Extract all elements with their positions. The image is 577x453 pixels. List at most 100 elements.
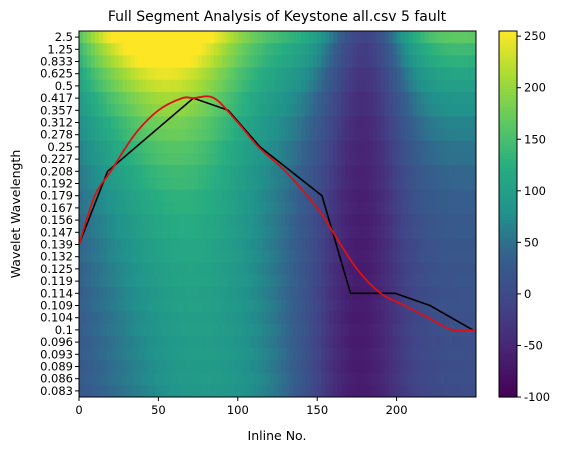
heatmap-cell (237, 92, 243, 105)
heatmap-cell (444, 67, 449, 81)
heatmap-cell (424, 323, 429, 337)
heatmap-cell (436, 92, 441, 105)
heatmap-cell (126, 79, 132, 93)
heatmap-cell (162, 299, 167, 313)
heatmap-cell (90, 189, 96, 203)
heatmap-cell (102, 128, 108, 142)
heatmap-cell (110, 214, 116, 227)
heatmap-cell (360, 226, 366, 239)
heatmap-cell (118, 238, 124, 252)
heatmap-cell (341, 177, 346, 191)
heatmap-cell (225, 323, 231, 337)
heatmap-cell (257, 153, 263, 166)
heatmap-cell (456, 177, 461, 191)
heatmap-cell (416, 275, 422, 288)
heatmap-cell (114, 128, 120, 142)
heatmap-cell (261, 92, 267, 105)
heatmap-cell (297, 287, 302, 300)
heatmap-cell (130, 299, 136, 313)
heatmap-cell (142, 226, 148, 239)
heatmap-cell (273, 238, 279, 252)
heatmap-cell (186, 287, 191, 300)
heatmap-cell (194, 153, 199, 166)
heatmap-cell (420, 104, 425, 117)
heatmap-cell (285, 372, 291, 386)
heatmap-cell (317, 104, 322, 117)
heatmap-cell (202, 116, 207, 130)
heatmap-cell (162, 43, 167, 56)
heatmap-cell (301, 287, 306, 300)
heatmap-cell (404, 262, 410, 276)
heatmap-cell (102, 153, 108, 166)
heatmap-cell (420, 189, 425, 203)
heatmap-cell (364, 104, 370, 117)
heatmap-cell (281, 201, 287, 215)
heatmap-cell (301, 165, 306, 178)
heatmap-cell (321, 67, 326, 81)
heatmap-cell (333, 311, 338, 325)
heatmap-cell (348, 226, 354, 239)
heatmap-cell (293, 92, 298, 105)
heatmap-cell (186, 55, 191, 69)
heatmap-cell (122, 262, 128, 276)
heatmap-cell (249, 299, 255, 313)
heatmap-cell (344, 201, 350, 215)
heatmap-cell (321, 31, 326, 44)
colorbar-segment (499, 88, 517, 93)
heatmap-cell (392, 201, 398, 215)
heatmap-cell (305, 384, 310, 397)
heatmap-cell (293, 116, 298, 130)
heatmap-cell (356, 140, 362, 154)
heatmap-cell (285, 360, 291, 374)
heatmap-cell (301, 262, 306, 276)
heatmap-cell (233, 116, 239, 130)
heatmap-cell (198, 153, 203, 166)
heatmap-cell (360, 336, 366, 349)
heatmap-cell (305, 299, 310, 313)
colorbar-segment (499, 217, 517, 221)
heatmap-cell (428, 201, 433, 215)
heatmap-cell (396, 201, 402, 215)
colorbar-segment (499, 302, 517, 307)
heatmap-cell (202, 287, 207, 300)
heatmap-cell (472, 262, 476, 276)
heatmap-cell (142, 189, 148, 203)
heatmap-cell (249, 165, 255, 178)
heatmap-cell (102, 165, 108, 178)
heatmap-cell (118, 140, 124, 154)
heatmap-cell (285, 262, 291, 276)
heatmap-cell (404, 116, 410, 130)
heatmap-cell (468, 128, 473, 142)
heatmap-cell (79, 104, 84, 117)
heatmap-cell (420, 323, 425, 337)
heatmap-cell (352, 360, 358, 374)
heatmap-cell (344, 348, 350, 361)
heatmap-cell (309, 384, 314, 397)
heatmap-cell (130, 360, 136, 374)
heatmap-cell (289, 238, 294, 252)
heatmap-cell (285, 250, 291, 264)
heatmap-cell (210, 153, 215, 166)
heatmap-cell (82, 323, 88, 337)
heatmap-cell (118, 43, 124, 56)
heatmap-cell (86, 262, 92, 276)
heatmap-cell (269, 116, 275, 130)
heatmap-cell (341, 43, 346, 56)
heatmap-cell (150, 43, 156, 56)
colorbar-segment (499, 278, 517, 282)
heatmap-cell (285, 177, 291, 191)
heatmap-cell (436, 43, 441, 56)
heatmap-cell (325, 128, 330, 142)
heatmap-cell (356, 165, 362, 178)
heatmap-cell (309, 372, 314, 386)
heatmap-cell (253, 79, 259, 93)
heatmap-cell (269, 189, 275, 203)
heatmap-cell (404, 177, 410, 191)
heatmap-cell (170, 189, 175, 203)
heatmap-cell (404, 189, 410, 203)
heatmap-cell (277, 128, 283, 142)
heatmap-cell (86, 104, 92, 117)
heatmap-cell (194, 348, 199, 361)
heatmap-cell (217, 177, 223, 191)
heatmap-cell (245, 189, 251, 203)
